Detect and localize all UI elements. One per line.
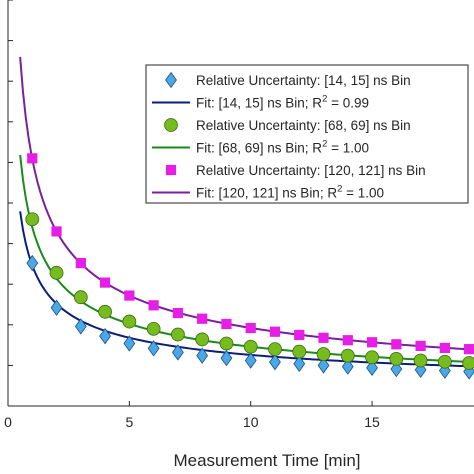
legend-label-prefix: Fit: [120, 121] ns Bin; R	[196, 186, 337, 201]
data-point-diamond	[269, 353, 281, 371]
data-point-diamond	[196, 347, 209, 364]
data-point-circle	[413, 353, 428, 368]
data-point-square	[245, 322, 256, 334]
legend-label-suffix: = 1.00	[327, 141, 369, 156]
data-point-circle	[219, 336, 234, 351]
data-point-diamond	[366, 359, 378, 377]
data-point-diamond	[123, 335, 136, 352]
chart-legend: Relative Uncertainty: [14, 15] ns Bin Fit…	[145, 64, 469, 204]
data-point-square	[148, 300, 159, 311]
data-point-square	[99, 277, 111, 288]
chart-axes: 0 5 10 15	[4, 0, 474, 430]
legend-label-prefix: Fit: [68, 69] ns Bin; R	[196, 141, 322, 156]
data-point-diamond	[220, 349, 233, 367]
legend-entry-label: Relative Uncertainty: [120, 121] ns Bin	[196, 163, 426, 178]
data-point-circle	[195, 332, 210, 347]
data-point-circle	[98, 304, 112, 319]
data-point-square	[269, 326, 281, 337]
x-tick-label: 5	[125, 414, 133, 430]
data-point-diamond	[341, 358, 354, 375]
x-axis-label: Measurement Time [min]	[173, 451, 360, 470]
data-point-circle	[170, 327, 185, 342]
data-point-diamond	[317, 357, 330, 374]
legend-marker-diamond	[165, 71, 177, 89]
data-point-square	[221, 318, 232, 330]
legend-entry-label: Relative Uncertainty: [68, 69] ns Bin	[196, 118, 411, 133]
data-point-square	[439, 342, 450, 354]
legend-marker-circle	[164, 118, 178, 132]
data-point-circle	[462, 356, 474, 370]
data-point-circle	[292, 344, 307, 359]
legend-label-suffix: = 1.00	[342, 186, 384, 201]
data-point-diamond	[172, 344, 184, 361]
data-point-diamond	[99, 327, 111, 345]
data-point-diamond	[438, 362, 451, 379]
x-tick-label: 0	[4, 414, 12, 430]
data-point-circle	[316, 347, 331, 361]
legend-entry-label: Fit: [120, 121] ns Bin; R2 = 1.00	[196, 184, 384, 201]
data-point-square	[294, 329, 305, 341]
data-point-circle	[243, 339, 258, 354]
data-point-circle	[122, 314, 137, 329]
legend-label-sup: 2	[337, 184, 342, 195]
legend-label-sup: 2	[322, 139, 327, 150]
legend-label-prefix: Fit: [14, 15] ns Bin; R	[196, 96, 322, 111]
data-point-square	[75, 257, 86, 269]
data-point-square	[172, 307, 183, 319]
data-point-diamond	[74, 318, 87, 335]
data-point-diamond	[26, 254, 39, 272]
data-point-circle	[25, 212, 40, 227]
data-point-circle	[389, 352, 404, 366]
data-point-diamond	[244, 352, 257, 369]
data-point-square	[27, 153, 38, 164]
data-point-circle	[49, 265, 64, 280]
legend-marker-square	[165, 164, 177, 176]
data-point-diamond	[390, 360, 403, 378]
data-point-square	[342, 335, 353, 346]
data-point-square	[318, 332, 329, 343]
data-point-square	[464, 344, 474, 355]
data-point-circle	[365, 350, 379, 365]
legend-entry-label: Fit: [14, 15] ns Bin; R2 = 0.99	[196, 94, 369, 111]
legend-box	[145, 64, 469, 204]
legend-entry-label: Relative Uncertainty: [14, 15] ns Bin	[196, 73, 411, 88]
legend-entry-label: Fit: [68, 69] ns Bin; R2 = 1.00	[196, 139, 369, 156]
data-point-circle	[73, 290, 88, 305]
data-point-diamond	[50, 299, 63, 316]
data-point-circle	[268, 342, 282, 357]
data-point-circle	[437, 354, 452, 369]
data-point-circle	[146, 321, 161, 336]
data-point-square	[124, 290, 135, 301]
data-point-square	[366, 337, 378, 348]
data-point-square	[197, 313, 208, 324]
x-tick-label: 15	[364, 414, 380, 430]
legend-label-sup: 2	[322, 94, 327, 105]
data-point-circle	[340, 348, 355, 363]
x-tick-label: 10	[243, 414, 259, 430]
data-point-square	[51, 226, 62, 237]
legend-label-suffix: = 0.99	[327, 96, 369, 111]
data-markers	[25, 153, 474, 380]
data-point-diamond	[147, 340, 160, 357]
data-point-square	[415, 340, 426, 352]
data-point-square	[391, 339, 402, 350]
data-point-diamond	[293, 355, 306, 372]
